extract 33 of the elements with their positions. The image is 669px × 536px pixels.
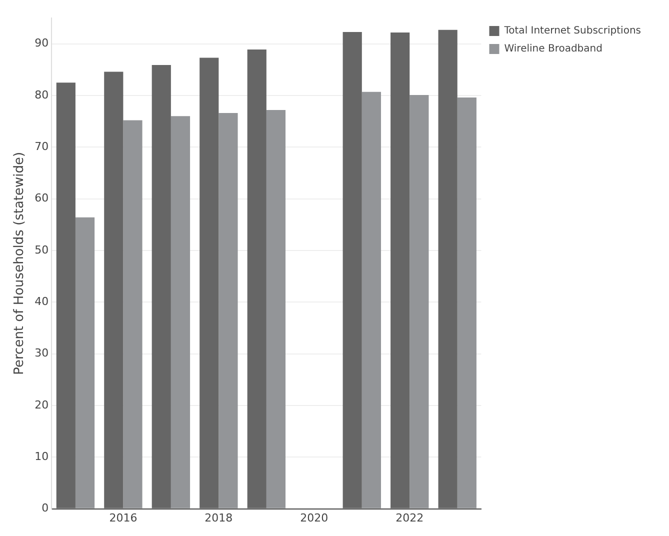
bar [152,65,171,508]
y-tick-label: 20 [34,398,49,412]
y-tick-label: 50 [34,243,49,256]
bar [438,30,458,508]
y-tick-label: 70 [34,140,49,154]
bar [390,32,410,508]
bar [218,113,238,508]
y-tick-label: 0 [42,502,49,515]
y-tick-label: 80 [34,88,49,102]
y-tick-label: 40 [34,295,49,308]
bar [342,32,362,508]
bar [362,92,381,508]
bar [410,94,429,508]
y-tick-label: 30 [34,346,49,360]
x-tick-label: 2016 [109,511,138,524]
x-tick-label: 2018 [204,511,233,524]
x-tick-label: 2020 [300,511,328,524]
legend-label: Wireline Broadband [504,44,602,55]
bar [200,58,219,508]
bar [247,50,266,508]
bar [75,217,95,508]
y-tick-label: 60 [34,192,49,205]
y-tick-label: 90 [34,36,49,50]
bar [266,110,286,508]
bar [56,82,76,508]
bar [170,116,190,508]
bar [123,120,142,508]
y-tick-label: 10 [34,450,49,463]
bar [104,72,124,508]
x-tick-label: 2022 [396,511,424,524]
legend-label: Total Internet Subscriptions [503,26,642,37]
bar [457,98,476,508]
y-axis-title: Percent of Households (statewide) [12,152,28,375]
